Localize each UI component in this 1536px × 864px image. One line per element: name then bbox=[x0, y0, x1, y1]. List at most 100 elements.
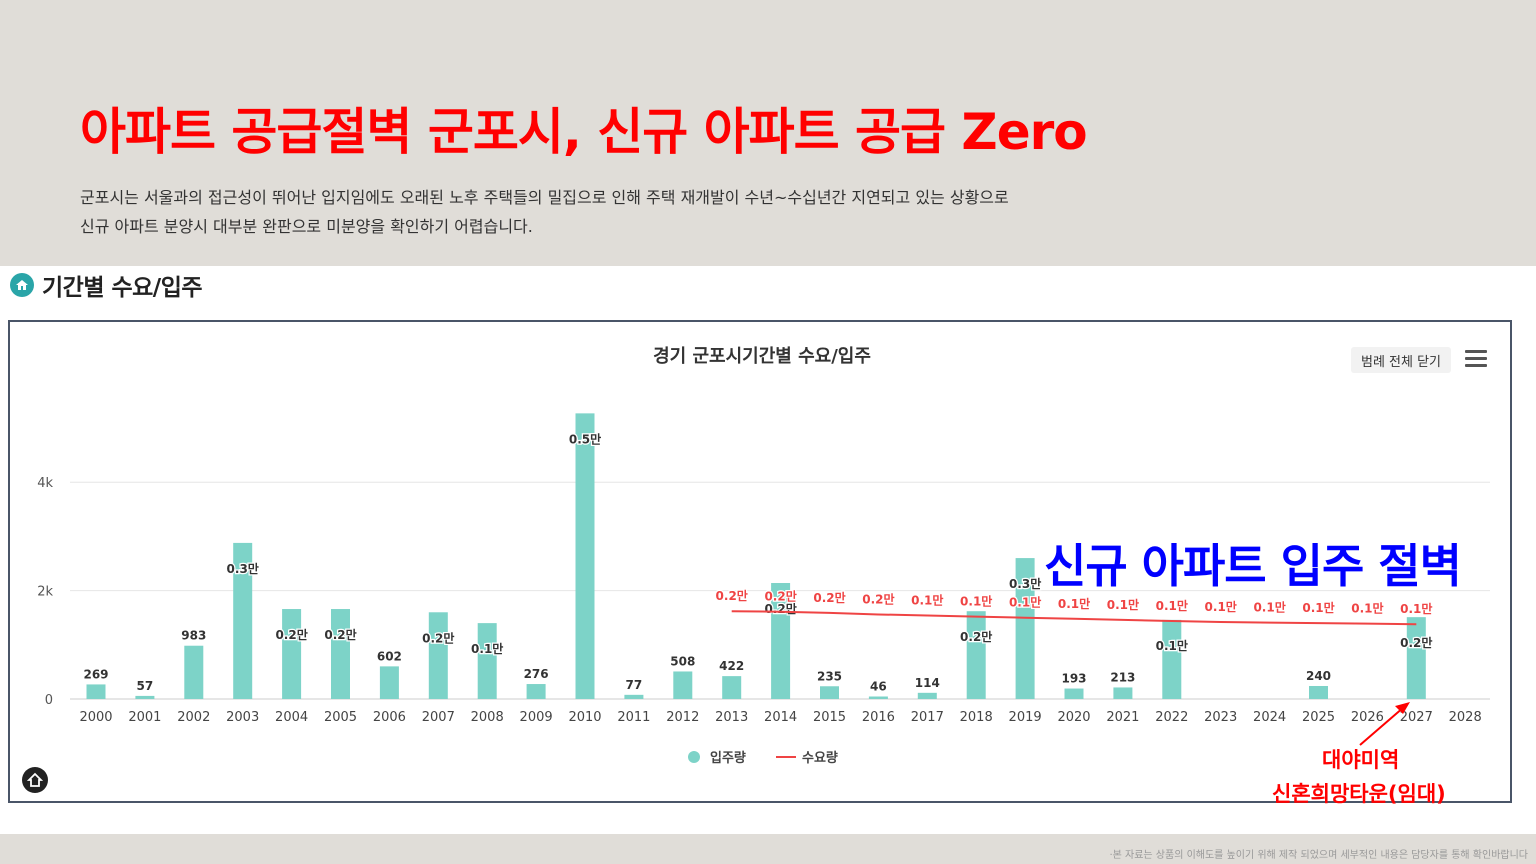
x-tick-label: 2018 bbox=[960, 710, 993, 725]
annotation-arrow bbox=[1359, 706, 1405, 746]
bar bbox=[1309, 685, 1328, 699]
x-tick-label: 2021 bbox=[1106, 710, 1139, 725]
line-data-label: 0.1만 bbox=[1058, 596, 1090, 611]
slide-title: 아파트 공급절벽 군포시, 신규 아파트 공급 Zero bbox=[80, 103, 1088, 161]
description-line-1: 군포시는 서울과의 접근성이 뛰어난 입지임에도 오래된 노후 주택들의 밀집으… bbox=[80, 188, 1009, 207]
menu-icon[interactable] bbox=[1465, 350, 1487, 368]
bar-data-label: 57 bbox=[137, 679, 154, 693]
bar-data-label: 0.2만 bbox=[275, 627, 307, 642]
bar bbox=[1162, 619, 1182, 699]
x-tick-label: 2006 bbox=[373, 710, 406, 725]
x-tick-label: 2024 bbox=[1253, 710, 1286, 725]
bar bbox=[820, 686, 839, 699]
bar-data-label: 0.2만 bbox=[422, 630, 454, 645]
header-band bbox=[0, 0, 1536, 266]
bar bbox=[575, 413, 595, 699]
bar bbox=[331, 609, 350, 699]
bar bbox=[1015, 558, 1035, 699]
line-data-label: 0.1만 bbox=[1205, 599, 1237, 614]
bar bbox=[673, 671, 693, 699]
description-line-2: 신규 아파트 분양시 대부분 완판으로 미분양을 확인하기 어렵습니다. bbox=[80, 217, 533, 236]
legend-bar-label: 입주량 bbox=[710, 751, 746, 766]
bar bbox=[966, 611, 986, 699]
overlay-annotation: 신규 아파트 입주 절벽 bbox=[1044, 539, 1462, 593]
x-tick-label: 2022 bbox=[1155, 710, 1188, 725]
bar-data-label: 276 bbox=[524, 667, 549, 681]
y-tick-label: 4k bbox=[37, 476, 53, 491]
bar-data-label: 114 bbox=[915, 676, 940, 690]
x-tick-label: 2019 bbox=[1009, 710, 1042, 725]
footer-disclaimer: ·본 자료는 상품의 이해도를 높이기 위해 제작 되었으며 세부적인 내용은 … bbox=[1109, 850, 1528, 861]
note-line-1: 대야미역 bbox=[1322, 748, 1400, 772]
x-tick-label: 2002 bbox=[177, 710, 210, 725]
x-tick-label: 2005 bbox=[324, 710, 357, 725]
legend-line-label: 수요량 bbox=[802, 751, 838, 766]
line-data-label: 0.1만 bbox=[1009, 595, 1041, 610]
bar-data-label: 269 bbox=[83, 667, 108, 681]
note-line-2: 신혼희망타운(임대) bbox=[1272, 782, 1446, 806]
x-tick-label: 2003 bbox=[226, 710, 259, 725]
y-tick-label: 0 bbox=[45, 693, 53, 708]
line-data-label: 0.2만 bbox=[862, 591, 894, 606]
line-data-label: 0.1만 bbox=[960, 594, 992, 609]
bar-data-label: 193 bbox=[1061, 672, 1086, 686]
x-tick-label: 2014 bbox=[764, 710, 797, 725]
line-data-label: 0.2만 bbox=[716, 588, 748, 603]
line-data-label: 0.1만 bbox=[1156, 598, 1188, 613]
demand-line bbox=[731, 610, 1417, 626]
x-tick-label: 2016 bbox=[862, 710, 895, 725]
line-data-label: 0.1만 bbox=[1351, 601, 1383, 616]
x-tick-label: 2025 bbox=[1302, 710, 1335, 725]
bar bbox=[1113, 687, 1133, 699]
x-tick-label: 2011 bbox=[617, 710, 650, 725]
bar-data-label: 983 bbox=[181, 629, 206, 643]
bar bbox=[526, 684, 546, 699]
bar bbox=[282, 609, 302, 699]
bar bbox=[135, 695, 155, 699]
bar bbox=[1406, 617, 1426, 699]
legend-bar-marker bbox=[688, 751, 700, 763]
bar-data-label: 240 bbox=[1306, 669, 1331, 683]
bar bbox=[184, 645, 204, 699]
bar-data-label: 0.3만 bbox=[227, 561, 259, 576]
chart-title: 경기 군포시기간별 수요/입주 bbox=[653, 345, 871, 367]
line-data-label: 0.1만 bbox=[1400, 601, 1432, 616]
annotation-arrow-head bbox=[1395, 702, 1410, 714]
bar bbox=[868, 696, 888, 699]
x-tick-label: 2004 bbox=[275, 710, 308, 725]
bar-data-label: 0.1만 bbox=[471, 641, 503, 656]
x-tick-label: 2027 bbox=[1400, 710, 1433, 725]
x-tick-label: 2009 bbox=[520, 710, 553, 725]
x-tick-label: 2023 bbox=[1204, 710, 1237, 725]
y-tick-label: 2k bbox=[37, 585, 53, 600]
x-tick-label: 2012 bbox=[666, 710, 699, 725]
x-tick-label: 2008 bbox=[471, 710, 504, 725]
section-title: 기간별 수요/입주 bbox=[42, 275, 203, 301]
bar-data-label: 422 bbox=[719, 659, 744, 673]
x-tick-label: 2026 bbox=[1351, 710, 1384, 725]
x-tick-label: 2017 bbox=[911, 710, 944, 725]
x-tick-label: 2010 bbox=[568, 710, 601, 725]
bar-data-label: 77 bbox=[626, 678, 643, 692]
bar-data-label: 0.2만 bbox=[324, 627, 356, 642]
bar bbox=[86, 684, 106, 699]
bar-data-label: 0.1만 bbox=[1156, 638, 1188, 653]
line-data-label: 0.2만 bbox=[813, 590, 845, 605]
bar bbox=[428, 612, 448, 699]
bar bbox=[233, 542, 253, 699]
x-tick-label: 2000 bbox=[79, 710, 112, 725]
x-tick-label: 2013 bbox=[715, 710, 748, 725]
line-data-label: 0.2만 bbox=[764, 589, 796, 604]
legend-toggle-button[interactable]: 범례 전체 닫기 bbox=[1351, 347, 1451, 373]
line-data-label: 0.1만 bbox=[1253, 600, 1285, 615]
bar bbox=[917, 692, 937, 699]
bar bbox=[379, 666, 399, 699]
x-tick-label: 2007 bbox=[422, 710, 455, 725]
bar-data-label: 235 bbox=[817, 669, 842, 683]
x-tick-label: 2020 bbox=[1057, 710, 1090, 725]
bar bbox=[1064, 688, 1084, 699]
bar-data-label: 213 bbox=[1110, 670, 1135, 684]
slide-description: 군포시는 서울과의 접근성이 뛰어난 입지임에도 오래된 노후 주택들의 밀집으… bbox=[80, 183, 1009, 241]
home-icon bbox=[10, 273, 34, 297]
